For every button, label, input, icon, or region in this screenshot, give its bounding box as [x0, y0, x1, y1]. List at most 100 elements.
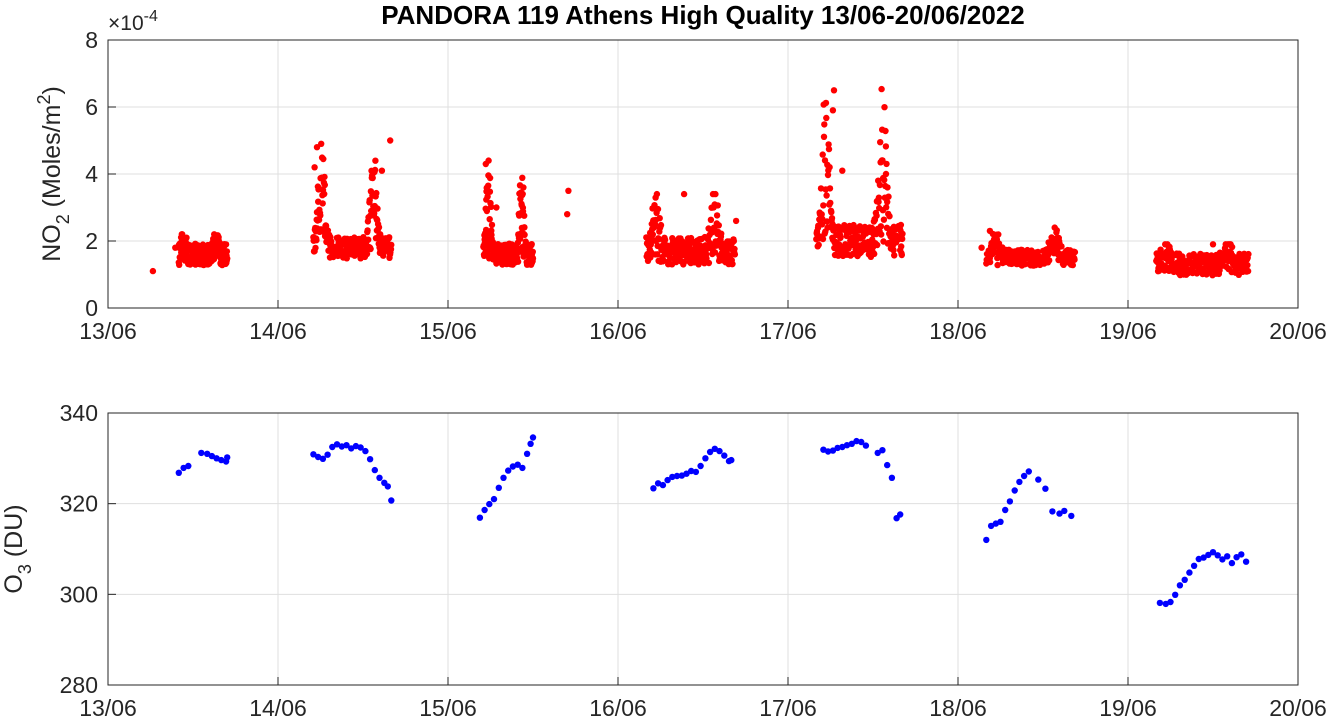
o3-data-points	[175, 434, 1250, 608]
o3-data-point	[848, 440, 855, 447]
no2-data-point	[369, 174, 376, 182]
o3-data-point	[829, 447, 837, 454]
o3-data-point	[310, 451, 317, 458]
o3-data-point	[650, 485, 657, 492]
no2-data-point	[654, 205, 662, 213]
o3-data-point	[490, 495, 498, 503]
no2-data-point	[875, 194, 883, 201]
no2-data-point	[372, 157, 379, 164]
no2-data-point	[825, 141, 832, 148]
no2-data-point	[715, 222, 722, 229]
no2-data-point	[564, 211, 571, 218]
o3-x-tick-label: 17/06	[759, 695, 817, 721]
no2-data-point	[149, 267, 157, 275]
no2-data-point	[1053, 227, 1061, 234]
no2-data-point	[319, 200, 326, 207]
no2-data-point	[705, 259, 713, 267]
no2-data-point	[1071, 256, 1078, 263]
no2-data-point	[224, 255, 231, 262]
o3-data-point	[376, 474, 383, 481]
no2-data-point	[1034, 248, 1042, 256]
no2-panel: 0 2 4 6 8 13/06 14/06 15/06 16/06 17/06 18/06 19/0…	[34, 8, 1327, 344]
no2-data-point	[311, 164, 318, 171]
no2-data-point	[713, 212, 721, 219]
o3-data-point	[1068, 512, 1075, 520]
o3-data-point	[343, 442, 350, 449]
no2-data-point	[661, 236, 669, 243]
o3-data-point	[997, 518, 1004, 525]
no2-data-point	[839, 167, 846, 174]
no2-data-point	[986, 258, 994, 266]
o3-data-point	[888, 474, 896, 481]
no2-data-point	[881, 104, 888, 111]
no2-data-point	[897, 221, 905, 229]
no2-data-point	[1209, 241, 1217, 248]
no2-data-point	[528, 241, 535, 248]
no2-data-point	[373, 189, 380, 197]
no2-data-point	[386, 234, 393, 241]
no2-data-point	[701, 260, 708, 267]
o3-data-point	[224, 454, 231, 461]
no2-data-point	[882, 143, 890, 150]
no2-data-point	[994, 261, 1001, 269]
o3-x-tick-label: 15/06	[419, 695, 477, 721]
no2-data-point	[312, 244, 319, 252]
o3-data-point	[1224, 553, 1231, 560]
o3-data-point	[874, 449, 881, 457]
no2-y-tick-label: 8	[85, 27, 98, 53]
no2-exponent-base: ×10	[108, 12, 144, 35]
no2-data-point	[873, 212, 880, 219]
no2-data-point	[877, 223, 885, 230]
o3-data-point	[1016, 478, 1023, 486]
no2-data-point	[681, 258, 688, 266]
no2-y-tick-label: 0	[85, 295, 98, 321]
no2-y-tick-label: 2	[85, 228, 98, 254]
o3-data-point	[702, 455, 709, 462]
no2-data-point	[647, 254, 654, 261]
o3-data-point	[1056, 510, 1063, 517]
o3-data-point	[175, 469, 182, 476]
no2-data-point	[729, 260, 736, 268]
no2-data-point	[657, 221, 665, 229]
no2-data-point	[484, 193, 491, 200]
no2-data-point	[882, 127, 889, 135]
no2-data-point	[874, 241, 881, 249]
no2-data-point	[649, 231, 656, 238]
o3-data-point	[362, 447, 369, 455]
no2-data-point	[529, 248, 536, 255]
o3-data-point	[495, 484, 502, 491]
no2-data-point	[898, 251, 905, 259]
no2-data-point	[313, 144, 321, 151]
no2-data-point	[891, 252, 898, 259]
no2-data-point	[707, 241, 714, 248]
no2-data-point	[986, 227, 994, 235]
no2-data-point	[486, 174, 494, 182]
no2-data-point	[680, 190, 688, 198]
no2-data-point	[828, 215, 836, 222]
no2-x-tick-label: 13/06	[79, 318, 137, 344]
o3-data-point	[1190, 562, 1198, 569]
no2-data-point	[823, 114, 830, 122]
no2-data-point	[321, 181, 328, 189]
o3-data-point	[1176, 582, 1184, 589]
no2-y-tick-labels: 0 2 4 6 8	[85, 27, 98, 321]
no2-data-point	[660, 257, 667, 264]
no2-data-point	[517, 235, 524, 242]
no2-data-point	[1058, 243, 1065, 250]
no2-data-point	[882, 170, 890, 178]
no2-data-point	[730, 237, 737, 245]
no2-data-point	[371, 210, 378, 217]
o3-data-point	[673, 472, 681, 480]
o3-data-point	[1061, 507, 1068, 515]
no2-data-point	[884, 198, 891, 206]
no2-data-point	[176, 261, 183, 268]
no2-exponent-label: ×10-4	[108, 8, 158, 35]
no2-ylabel-sub: 2	[53, 214, 73, 224]
o3-data-point	[879, 447, 886, 454]
o3-x-tick-label: 18/06	[929, 695, 987, 721]
no2-data-point	[521, 231, 528, 238]
no2-data-point	[890, 247, 897, 254]
no2-data-point	[321, 190, 328, 198]
no2-data-point	[731, 245, 738, 253]
